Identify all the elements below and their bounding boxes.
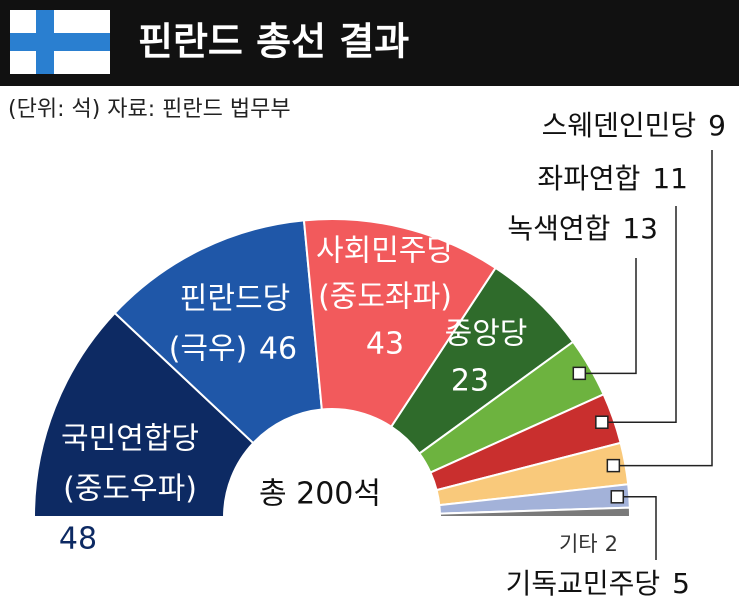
subtitle: (단위: 석) 자료: 핀란드 법무부 bbox=[8, 97, 291, 122]
leader-line bbox=[613, 150, 713, 467]
leader-line bbox=[601, 206, 677, 423]
segment bbox=[302, 218, 497, 429]
leader-line bbox=[617, 496, 657, 560]
segment-note: (중도우파) bbox=[63, 472, 197, 507]
value-label: 43 bbox=[366, 327, 404, 362]
segment bbox=[113, 219, 323, 445]
segment-label: 국민연합당 bbox=[61, 422, 199, 457]
segment-label: 중앙당 bbox=[445, 317, 528, 352]
callout-label: 기타 bbox=[559, 532, 598, 556]
callout-box bbox=[595, 415, 609, 429]
header-bar bbox=[0, 0, 739, 86]
title: 핀란드 총선 결과 bbox=[138, 20, 409, 64]
value-label: 9 bbox=[708, 109, 726, 142]
value-label: 5 bbox=[672, 567, 690, 600]
value-label: 46 bbox=[259, 332, 297, 367]
segment-note: (중도좌파) bbox=[318, 280, 452, 315]
segment bbox=[438, 506, 632, 518]
value-label: 13 bbox=[622, 212, 658, 245]
value-label: 2 bbox=[605, 532, 618, 556]
value-label: 48 bbox=[59, 522, 97, 557]
callout-label: 기독교민주당 bbox=[506, 567, 661, 600]
segment bbox=[32, 311, 255, 518]
value-label: 23 bbox=[451, 364, 489, 399]
callout-box bbox=[572, 366, 587, 381]
center-label: 총 200석 bbox=[259, 477, 381, 512]
value-label: 11 bbox=[652, 162, 688, 195]
segment-note: (극우) bbox=[169, 332, 248, 367]
callout-box bbox=[606, 458, 621, 473]
callout-label: 좌파연합 bbox=[537, 162, 640, 195]
callout-label: 스웨덴인민당 bbox=[542, 109, 697, 142]
callout-box bbox=[610, 490, 625, 504]
segment-label: 핀란드당 bbox=[180, 282, 290, 317]
finland-flag bbox=[10, 10, 110, 74]
leader-line bbox=[579, 258, 637, 375]
callout-label: 녹색연합 bbox=[507, 212, 610, 245]
segment-label: 사회민주당 bbox=[316, 234, 454, 269]
